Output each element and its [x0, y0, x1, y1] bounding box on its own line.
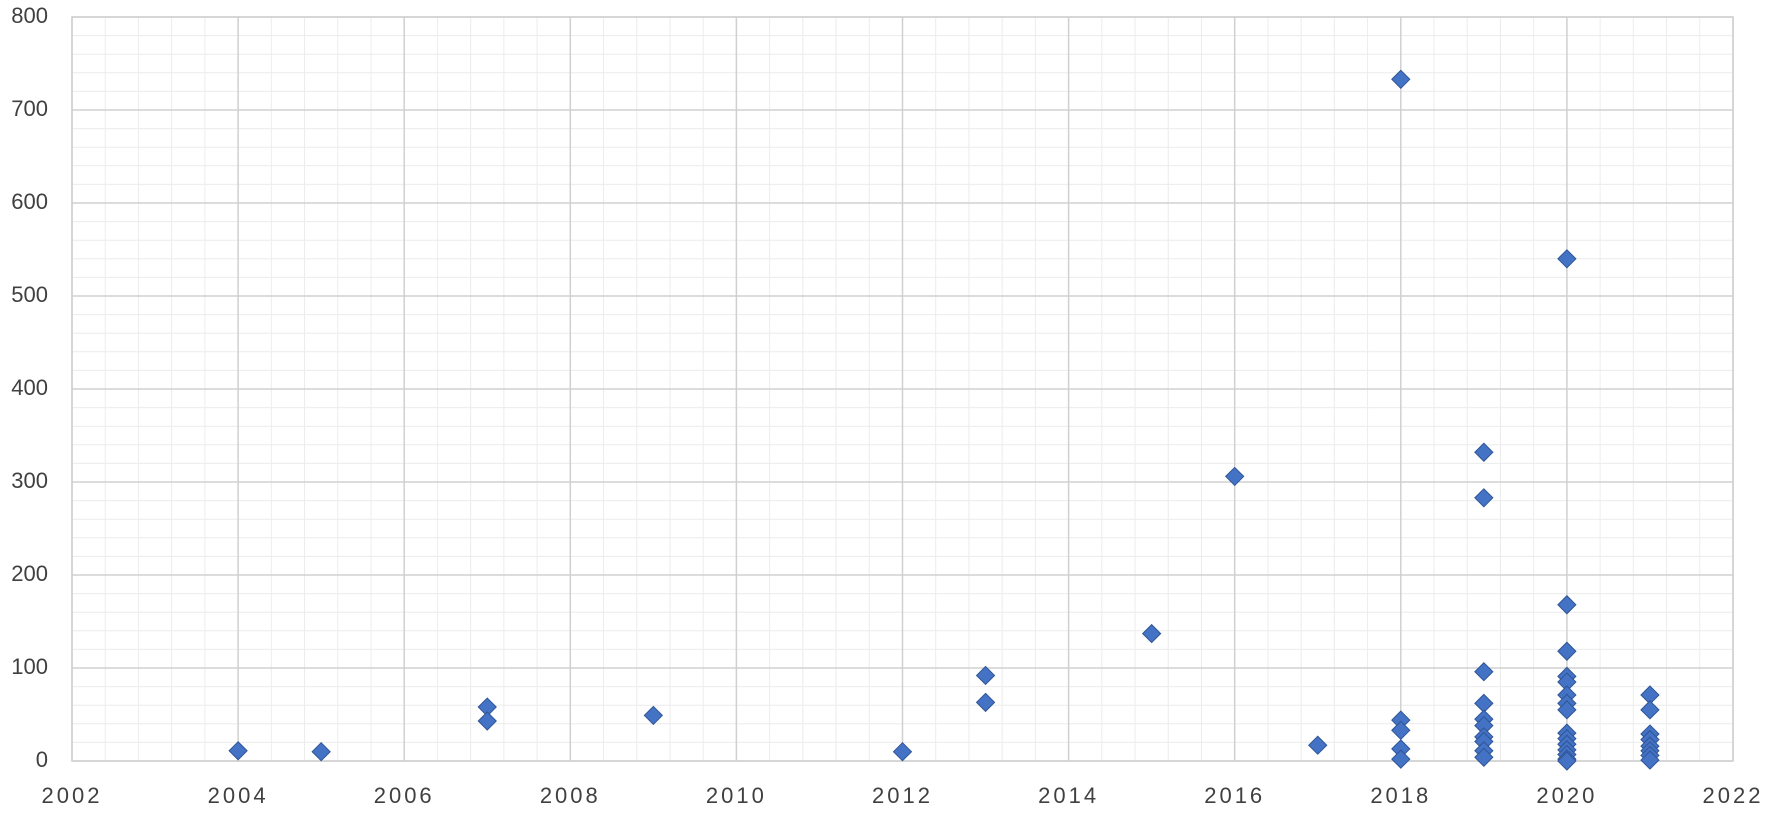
- point: [1557, 595, 1577, 615]
- point: [1474, 488, 1494, 508]
- x-tick-label: 2008: [540, 783, 601, 808]
- y-tick-label: 300: [11, 468, 48, 493]
- point: [228, 741, 248, 761]
- point: [1391, 749, 1411, 769]
- x-tick-label: 2016: [1204, 783, 1265, 808]
- x-tick-label: 2012: [872, 783, 933, 808]
- point: [1640, 700, 1660, 720]
- point: [975, 692, 996, 713]
- x-tick-label: 2018: [1370, 783, 1431, 808]
- y-tick-label: 500: [11, 282, 48, 307]
- point: [1391, 69, 1411, 90]
- y-tick-label: 0: [36, 747, 48, 772]
- point: [1474, 442, 1494, 462]
- y-tick-label: 700: [11, 96, 48, 121]
- point: [1308, 735, 1328, 755]
- point: [1557, 249, 1577, 269]
- y-tick-label: 200: [11, 561, 48, 586]
- x-tick-label: 2020: [1536, 783, 1597, 808]
- point: [1474, 662, 1494, 682]
- x-tick-label: 2006: [374, 783, 435, 808]
- x-tick-label: 2010: [706, 783, 767, 808]
- point: [1557, 751, 1577, 771]
- y-tick-label: 800: [11, 3, 48, 28]
- x-tick-label: 2022: [1703, 783, 1764, 808]
- point: [1557, 700, 1577, 720]
- y-tick-label: 600: [11, 189, 48, 214]
- point: [975, 665, 996, 686]
- y-tick-label: 100: [11, 654, 48, 679]
- point: [1474, 747, 1494, 767]
- point: [643, 705, 664, 726]
- point: [477, 711, 497, 731]
- point: [1224, 466, 1245, 487]
- point: [1557, 641, 1577, 661]
- point: [892, 741, 913, 762]
- point: [1141, 623, 1162, 644]
- y-tick-label: 400: [11, 375, 48, 400]
- x-tick-label: 2002: [42, 783, 103, 808]
- x-tick-label: 2014: [1038, 783, 1099, 808]
- point: [1640, 750, 1660, 770]
- point: [311, 741, 331, 762]
- x-tick-label: 2004: [208, 783, 269, 808]
